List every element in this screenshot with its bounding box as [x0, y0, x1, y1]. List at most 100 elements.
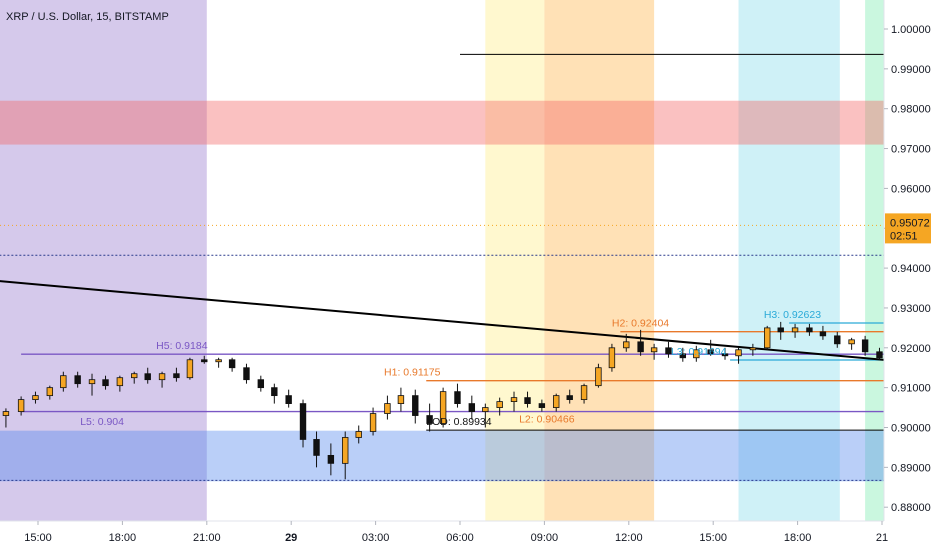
time-tick-label: 18:00 [109, 532, 137, 544]
time-tick-label: 15:00 [699, 532, 727, 544]
candle [454, 383, 461, 408]
candle [131, 371, 138, 384]
candle-body [496, 401, 503, 408]
candle [510, 391, 518, 412]
candle [46, 385, 54, 400]
time-tick-label: 21 [876, 532, 888, 544]
candle-body [271, 387, 278, 397]
price-tick-label: 0.94000 [891, 263, 931, 275]
candle [17, 396, 25, 416]
candle-body [144, 373, 151, 381]
candle-body [342, 437, 349, 464]
last-price-value: 0.95072 [890, 217, 930, 229]
price-axis-background[interactable] [884, 0, 932, 521]
candle [848, 337, 855, 350]
candle-body [369, 413, 377, 432]
candle-body [735, 349, 742, 357]
time-tick-label: 15:00 [24, 532, 52, 544]
candle-body [637, 341, 644, 353]
candle [144, 367, 151, 384]
candle-body [848, 339, 855, 345]
candle [777, 321, 784, 340]
candle-body [834, 335, 841, 345]
candle [524, 391, 531, 408]
candle-body [580, 385, 588, 401]
session-band-1 [0, 0, 207, 521]
candle [764, 325, 771, 350]
price-tick-label: 0.91000 [891, 383, 931, 395]
candle-body [861, 339, 869, 353]
candle [791, 323, 799, 338]
candle [74, 371, 81, 388]
time-axis-ticks: 15:00 18:00 21:00 29 03:00 06:00 09:00 12:00 15:… [24, 521, 888, 544]
time-tick-label: 09:00 [531, 532, 559, 544]
candle-body [707, 349, 714, 355]
candle [426, 403, 433, 432]
candle-body [384, 403, 391, 414]
price-tick-label: 0.90000 [891, 423, 931, 435]
candle-body [313, 439, 320, 456]
candle [496, 397, 503, 416]
candle-body [553, 395, 560, 408]
session-band-2 [485, 0, 545, 521]
candle-body [764, 327, 771, 349]
candle [384, 395, 391, 420]
candle [228, 357, 236, 372]
l5-label: L5: 0.904 [80, 416, 124, 428]
trendline[interactable] [0, 280, 932, 436]
candle [650, 343, 658, 360]
price-zones [0, 100, 884, 482]
candle-body [228, 359, 236, 369]
candle [102, 375, 109, 390]
candle-body [777, 327, 784, 333]
candle [342, 431, 349, 480]
candle-body [243, 367, 250, 381]
candle [721, 347, 729, 360]
candle-body [327, 454, 335, 464]
candle [88, 373, 96, 396]
candle [566, 389, 573, 404]
candle-body [749, 347, 757, 351]
candle [158, 371, 166, 388]
candle-body [158, 373, 166, 381]
candle [735, 347, 742, 364]
candle-body [791, 327, 799, 333]
candle-body [173, 373, 180, 379]
candle [2, 408, 10, 428]
candle-body [412, 395, 419, 416]
candle-body [426, 415, 433, 424]
candle [32, 391, 39, 404]
time-tick-label: 03:00 [362, 532, 390, 544]
price-tick-label: 0.92000 [891, 343, 931, 355]
candle [806, 323, 813, 336]
candle-body [102, 379, 109, 387]
candle [595, 363, 602, 388]
candle-body [595, 367, 602, 387]
hod-zone [0, 100, 884, 145]
candle-body [299, 403, 307, 440]
candle [679, 347, 687, 362]
candle [186, 357, 194, 380]
time-tick-label: 18:00 [784, 532, 812, 544]
candle [355, 425, 362, 444]
lod-zone [0, 430, 884, 482]
candle [397, 387, 405, 412]
candle-body [650, 347, 658, 353]
candle-body [454, 391, 461, 404]
candle [468, 395, 476, 420]
time-tick-label: 29 [285, 532, 297, 544]
candle-body [510, 397, 518, 402]
time-axis-background[interactable] [0, 521, 884, 550]
candle [60, 371, 67, 392]
candle-body [623, 341, 630, 349]
price-tick-label: 0.89000 [891, 462, 931, 474]
candle [299, 399, 307, 448]
candle-body [397, 395, 405, 404]
candle-body [665, 347, 672, 355]
candle [834, 331, 841, 348]
candle-body [538, 403, 546, 408]
candle [819, 325, 827, 340]
candle-body [693, 349, 700, 359]
candle-body [679, 353, 687, 359]
